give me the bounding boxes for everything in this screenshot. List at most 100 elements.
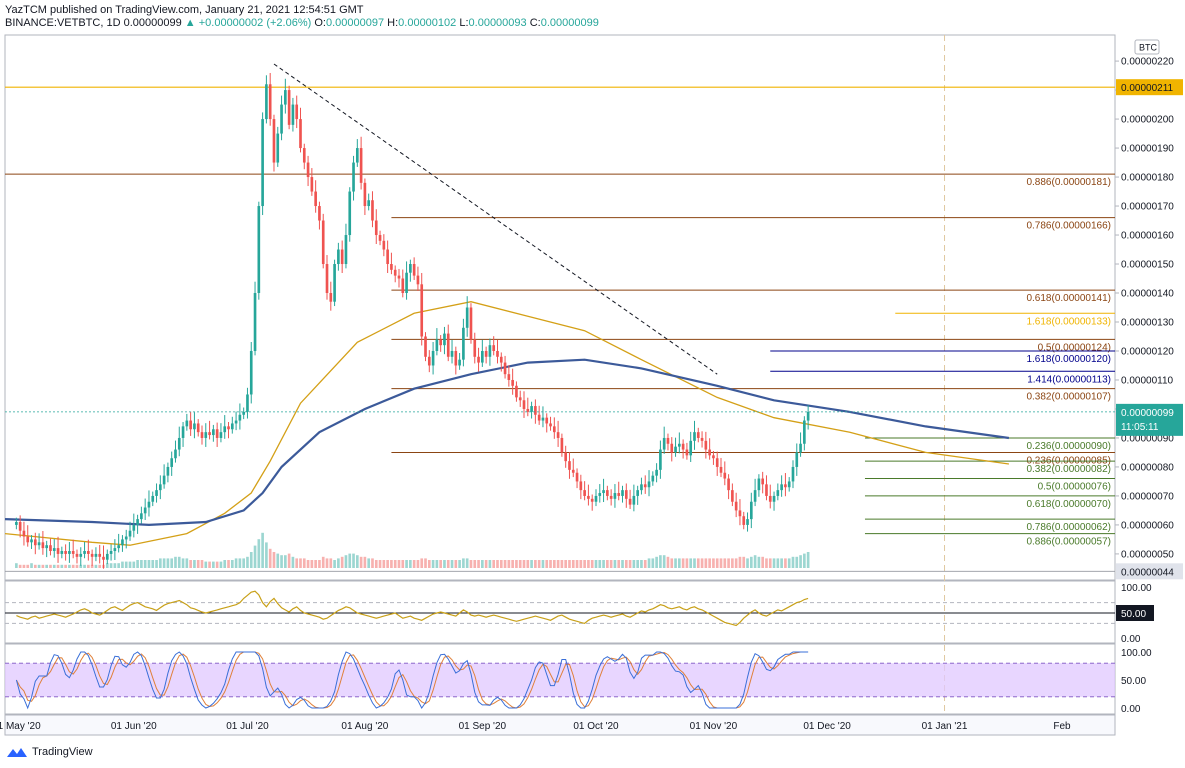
- price-tick-label: 0.00000140: [1121, 289, 1174, 300]
- volume-bar: [393, 560, 397, 568]
- candle-body: [109, 551, 113, 554]
- candle-body: [659, 449, 662, 470]
- candle-body: [632, 495, 636, 505]
- current-price-badge: [1116, 403, 1183, 436]
- candle-body: [765, 484, 768, 496]
- volume-bar: [306, 560, 310, 568]
- volume-bar: [689, 558, 693, 568]
- volume-bar: [708, 558, 711, 568]
- candle-body: [253, 293, 257, 351]
- time-tick-label: 01 May '20: [0, 721, 41, 732]
- candle-body: [265, 84, 268, 120]
- candle-body: [405, 272, 408, 294]
- currency-label: BTC: [1139, 43, 1158, 53]
- time-tick-label: 01 Jul '20: [226, 721, 269, 732]
- candle-body: [321, 220, 325, 265]
- candle-body: [18, 522, 22, 531]
- volume-bar: [344, 555, 348, 568]
- candle-body: [473, 339, 477, 357]
- volume-bar: [594, 560, 598, 568]
- volume-bar: [242, 558, 245, 568]
- price-tick-label: 0.00000160: [1121, 231, 1174, 242]
- volume-bar: [700, 558, 704, 568]
- candle-body: [52, 548, 56, 552]
- candle-body: [545, 417, 549, 424]
- close-value: 0.00000099: [540, 17, 599, 29]
- currency-badge: [1134, 39, 1160, 55]
- candle-body: [189, 420, 192, 430]
- descending-trendline: [273, 63, 718, 375]
- open-value: 0.00000097: [325, 17, 385, 29]
- candle-body: [458, 359, 461, 366]
- volume-bar: [276, 553, 280, 568]
- volume-bar: [83, 564, 86, 568]
- price-tick-label: 0.00000180: [1121, 173, 1174, 184]
- candle-body: [507, 374, 511, 380]
- volume-bar: [41, 564, 45, 568]
- candle-body: [424, 336, 427, 357]
- ma100-line: [4, 301, 1009, 546]
- volume-bar: [496, 560, 499, 568]
- volume-bar: [685, 558, 689, 568]
- time-tick-label: 01 Jun '20: [111, 721, 157, 732]
- volume-bar: [799, 555, 802, 568]
- volume-bar: [113, 563, 117, 568]
- candle-body: [530, 406, 533, 412]
- volume-bar: [662, 555, 666, 568]
- candle-body: [647, 481, 651, 488]
- volume-marker-label: 0.00000044: [1121, 567, 1174, 578]
- volume-bar: [488, 560, 492, 568]
- volume-bar: [128, 561, 132, 568]
- candle-body: [337, 249, 340, 265]
- volume-bar: [640, 560, 643, 568]
- volume-bar: [446, 560, 450, 568]
- candle-body: [382, 240, 386, 250]
- symbol-label: BINANCE:VETBTC, 1D: [5, 17, 121, 29]
- candle-body: [515, 385, 518, 398]
- candle-body: [393, 269, 397, 276]
- volume-bar: [609, 560, 613, 568]
- volume-bar: [416, 560, 420, 568]
- stoch-rsi-indicator: 100.00 50.00 0.00: [5, 648, 1152, 715]
- candle-body: [386, 249, 389, 265]
- volume-bar: [560, 560, 564, 568]
- fib-level-label: 0.886(0.00000181): [1026, 177, 1111, 188]
- candle-body: [147, 501, 151, 508]
- volume-bar: [246, 556, 249, 568]
- volume-bar: [371, 558, 374, 568]
- candle-body: [412, 264, 416, 276]
- candle-body: [295, 104, 299, 120]
- candle-body: [708, 449, 711, 456]
- candle-body: [166, 466, 170, 476]
- rsi-tick-label: 100.00: [1121, 583, 1152, 594]
- volume-bar: [71, 564, 75, 568]
- candle-body: [71, 551, 75, 554]
- candle-body: [162, 475, 166, 485]
- fib-level-label: 0.786(0.00000166): [1026, 221, 1111, 232]
- candle-body: [246, 394, 249, 412]
- volume-bar: [602, 560, 605, 568]
- candle-body: [75, 553, 79, 557]
- volume-bar: [238, 558, 242, 568]
- volume-bar: [719, 558, 723, 568]
- candle-body: [787, 481, 791, 488]
- candle-body: [352, 162, 355, 192]
- volume-bar: [60, 564, 64, 568]
- volume-bar: [151, 560, 155, 568]
- fib-level-label: 0.618(0.00000070): [1026, 499, 1111, 510]
- volume-bar: [340, 556, 344, 568]
- volume-bar: [621, 560, 624, 568]
- volume-bar: [746, 558, 749, 568]
- candle-body: [617, 493, 621, 496]
- volume-bar: [284, 555, 287, 568]
- candle-body: [685, 449, 689, 456]
- volume-bar: [643, 560, 647, 568]
- candle-body: [727, 478, 730, 491]
- volume-bar: [787, 558, 791, 568]
- volume-bar: [734, 558, 738, 568]
- tradingview-logo[interactable]: TradingView: [6, 746, 93, 758]
- candle-body: [568, 461, 571, 470]
- candle-body: [333, 264, 336, 302]
- candle-body: [196, 423, 200, 433]
